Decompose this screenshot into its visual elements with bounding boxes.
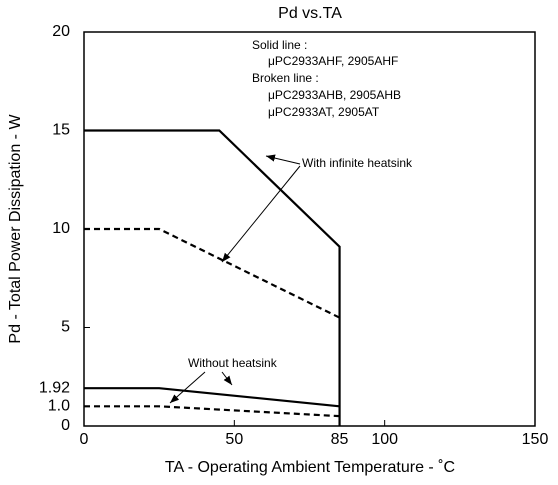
line-series (84, 129, 341, 426)
line-series (84, 387, 340, 408)
x-tick-label: 150 (522, 431, 549, 448)
y-tick-label: 0 (61, 417, 70, 434)
arrow (221, 165, 301, 263)
y-tick-label: 1.0 (48, 398, 70, 415)
x-axis-label: TA - Operating Ambient Temperature - ˚C (165, 459, 455, 476)
y-tick-label: 15 (52, 122, 70, 139)
annotation: μPC2933AHB, 2905AHB (268, 88, 401, 102)
y-tick-label: 20 (52, 23, 70, 40)
x-tick-label: 0 (80, 431, 89, 448)
y-tick-label: 10 (52, 220, 70, 237)
arrow (265, 154, 301, 165)
line-series (84, 227, 341, 319)
x-tick-label: 85 (331, 431, 349, 448)
y-tick-label: 1.92 (39, 379, 70, 396)
line-series (84, 405, 340, 418)
annotation: μPC2933AT, 2905AT (268, 105, 380, 119)
chart-title: Pd vs.TA (278, 5, 342, 22)
x-tick-label: 50 (225, 431, 243, 448)
annotation: Without heatsink (188, 356, 278, 370)
y-axis-label: Pd - Total Power Dissipation - W (7, 114, 24, 344)
arrow (221, 371, 233, 386)
annotation: Solid line : (252, 38, 307, 52)
x-tick-label: 100 (371, 431, 398, 448)
y-tick-label: 5 (61, 319, 70, 336)
annotation: Broken line : (252, 71, 319, 85)
annotation: μPC2933AHF, 2905AHF (268, 54, 398, 68)
arrow (169, 371, 206, 404)
annotation: With infinite heatsink (302, 156, 413, 170)
